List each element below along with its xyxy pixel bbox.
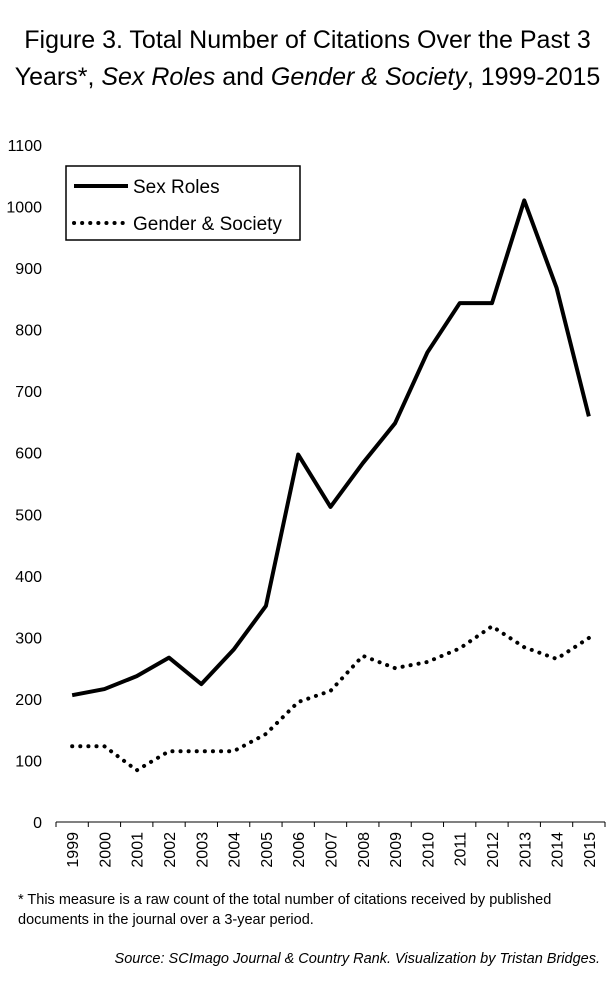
y-tick-label: 700 <box>15 384 42 401</box>
title-line: Figure 3. Total Number of Citations Over… <box>14 26 601 91</box>
legend-label: Gender & Society <box>133 214 282 235</box>
series-layer <box>70 198 591 773</box>
x-tick-label: 2007 <box>324 832 341 868</box>
legend: Sex Roles Gender & Society <box>65 165 301 241</box>
y-tick-label: 1000 <box>6 200 42 217</box>
legend-label: Sex Roles <box>133 177 220 198</box>
x-tick-label: 2010 <box>420 832 437 868</box>
x-tick-label: 2008 <box>356 832 373 868</box>
y-tick-label: 600 <box>15 446 42 463</box>
legend-box <box>65 165 301 241</box>
x-tick-label: 2009 <box>388 832 405 868</box>
x-tick-label: 2001 <box>130 832 147 868</box>
x-tick-label: 2006 <box>291 832 308 868</box>
series-line-sex-roles <box>71 198 591 698</box>
x-tick-label: 2011 <box>453 832 470 867</box>
x-tick-label: 2000 <box>97 832 114 868</box>
line-chart: 0 100 200 300 400 500 600 700 800 900 1000 1100 199… <box>6 138 606 868</box>
x-tick-label: 2014 <box>550 832 567 868</box>
y-tick-label: 0 <box>33 815 42 832</box>
y-tick-label: 500 <box>15 507 42 524</box>
y-tick-label: 300 <box>15 630 42 647</box>
x-tick-label: 2015 <box>582 832 599 868</box>
x-tick-label: 2004 <box>227 832 244 868</box>
footnote: * This measure is a raw count of the tot… <box>18 892 552 928</box>
y-tick-label: 400 <box>15 569 42 586</box>
x-tick-label: 2012 <box>485 832 502 868</box>
y-tick-label: 200 <box>15 692 42 709</box>
y-tick-label: 1100 <box>8 138 43 155</box>
x-axis: 1999 2000 2001 2002 2003 2004 2005 2006 2007 2008… <box>55 821 606 868</box>
series-line-gender-society <box>70 624 591 773</box>
x-tick-label: 2013 <box>517 832 534 868</box>
source-note: Source: SCImago Journal & Country Rank. … <box>114 951 600 967</box>
y-tick-label: 100 <box>15 753 42 770</box>
chart-title: Figure 3. Total Number of Citations Over… <box>0 22 615 96</box>
x-tick-label: 2005 <box>259 832 276 868</box>
x-tick-label: 2002 <box>162 832 179 868</box>
y-tick-label: 900 <box>15 261 42 278</box>
y-axis: 0 100 200 300 400 500 600 700 800 900 1000 1100 <box>6 138 42 832</box>
x-tick-label: 1999 <box>65 832 82 868</box>
x-tick-label: 2003 <box>194 832 211 868</box>
y-tick-label: 800 <box>15 323 42 340</box>
